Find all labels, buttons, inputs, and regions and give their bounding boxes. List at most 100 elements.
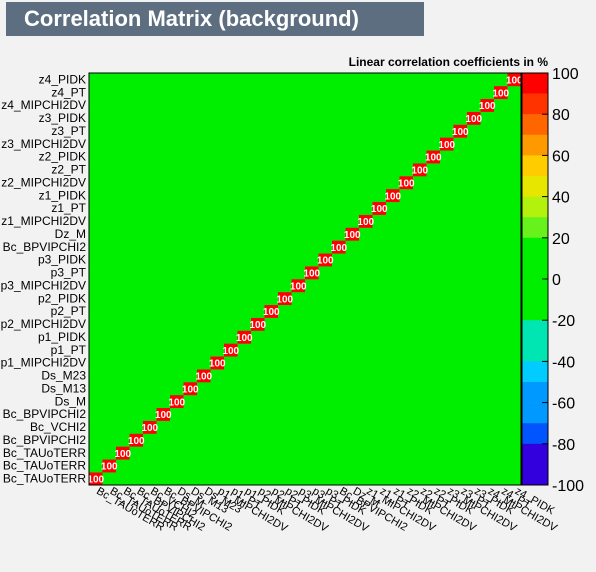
heatmap-cell [440, 407, 454, 421]
heatmap-cell [251, 420, 265, 434]
heatmap-cell [116, 472, 130, 486]
heatmap-cell [129, 433, 144, 447]
heatmap-cell [116, 407, 130, 421]
heatmap-cell [264, 201, 279, 215]
heatmap-cell [480, 279, 495, 293]
y-tick-label: Ds_M23 [41, 369, 86, 383]
heatmap-cell [116, 163, 130, 177]
heatmap-cell [440, 111, 454, 125]
heatmap-cell [453, 85, 468, 100]
heatmap-cell [467, 253, 481, 267]
heatmap-cell [143, 317, 157, 331]
heatmap-cell [116, 433, 130, 447]
heatmap-cell [129, 279, 144, 293]
heatmap-cell [426, 459, 441, 473]
heatmap-cell [224, 253, 238, 267]
heatmap-cell [453, 394, 468, 409]
heatmap-cell [372, 85, 387, 100]
heatmap-cell [480, 291, 495, 306]
heatmap-cell [129, 291, 144, 306]
heatmap-cell [183, 279, 198, 293]
heatmap-cell [413, 317, 427, 331]
chart-subtitle: Linear correlation coefficients in % [349, 55, 549, 69]
heatmap-cell [453, 291, 468, 306]
heatmap-cell [183, 472, 198, 486]
cell-value-label: 100 [209, 359, 226, 370]
heatmap-cell [332, 343, 346, 357]
heatmap-cell [170, 343, 184, 357]
heatmap-cell [480, 446, 495, 460]
heatmap-cell [129, 163, 144, 177]
heatmap-cell [345, 420, 360, 434]
heatmap-cell [426, 343, 441, 357]
heatmap-cell [453, 253, 468, 267]
heatmap-cell [507, 291, 522, 306]
heatmap-cell [426, 304, 441, 318]
heatmap-cell [467, 201, 481, 215]
heatmap-cell [494, 343, 508, 357]
heatmap-cell [89, 240, 103, 254]
heatmap-cell [170, 201, 184, 215]
heatmap-cell [237, 446, 252, 460]
heatmap-cell [345, 227, 360, 241]
heatmap-cell [507, 446, 522, 460]
heatmap-cell [291, 137, 306, 151]
heatmap-cell [291, 279, 306, 293]
heatmap-cell [440, 266, 454, 280]
heatmap-cell [291, 73, 306, 87]
color-scale-step [522, 320, 548, 342]
heatmap-cell [332, 214, 346, 228]
cell-value-label: 100 [128, 436, 145, 447]
heatmap-cell [89, 163, 103, 177]
heatmap-cell [399, 343, 414, 357]
heatmap-cell [116, 459, 130, 473]
y-tick-label: p2_PT [51, 304, 87, 318]
y-tick-label: Ds_M13 [41, 381, 86, 395]
heatmap-cell [224, 266, 238, 280]
heatmap-cell [507, 317, 522, 331]
heatmap-cell [224, 201, 238, 215]
cell-value-label: 100 [222, 346, 239, 357]
heatmap-cell [116, 279, 130, 293]
heatmap-cell [399, 98, 414, 112]
heatmap-cell [494, 407, 508, 421]
heatmap-cell [129, 382, 144, 396]
heatmap-cell [305, 343, 319, 357]
heatmap-cell [453, 407, 468, 421]
heatmap-cell [183, 317, 198, 331]
cell-value-label: 100 [249, 320, 266, 331]
heatmap-cell [197, 111, 211, 125]
heatmap-cell [210, 98, 225, 112]
heatmap-cell [251, 394, 265, 409]
heatmap-cell [372, 176, 387, 190]
heatmap-cell [332, 240, 346, 254]
heatmap-cell [210, 279, 225, 293]
heatmap-cell [305, 291, 319, 306]
heatmap-cell [332, 420, 346, 434]
heatmap-cell [237, 227, 252, 241]
heatmap-cell [332, 266, 346, 280]
heatmap-cell [399, 176, 414, 190]
heatmap-cell [453, 227, 468, 241]
heatmap-cell [359, 356, 373, 370]
heatmap-cell [386, 433, 400, 447]
heatmap-cell [440, 227, 454, 241]
heatmap-cell [224, 407, 238, 421]
heatmap-cell [278, 394, 292, 409]
cell-value-label: 100 [357, 217, 374, 228]
heatmap-cell [507, 98, 522, 112]
heatmap-cell [386, 459, 400, 473]
heatmap-cell [386, 163, 400, 177]
heatmap-cell [116, 85, 130, 100]
heatmap-cell [183, 111, 198, 125]
heatmap-cell [224, 240, 238, 254]
heatmap-cell [291, 369, 306, 383]
heatmap-cell [453, 73, 468, 87]
heatmap-cell [264, 240, 279, 254]
heatmap-cell [224, 394, 238, 409]
heatmap-cell [359, 98, 373, 112]
heatmap-cell [399, 394, 414, 409]
heatmap-cell [372, 124, 387, 138]
cell-value-label: 100 [344, 230, 361, 241]
